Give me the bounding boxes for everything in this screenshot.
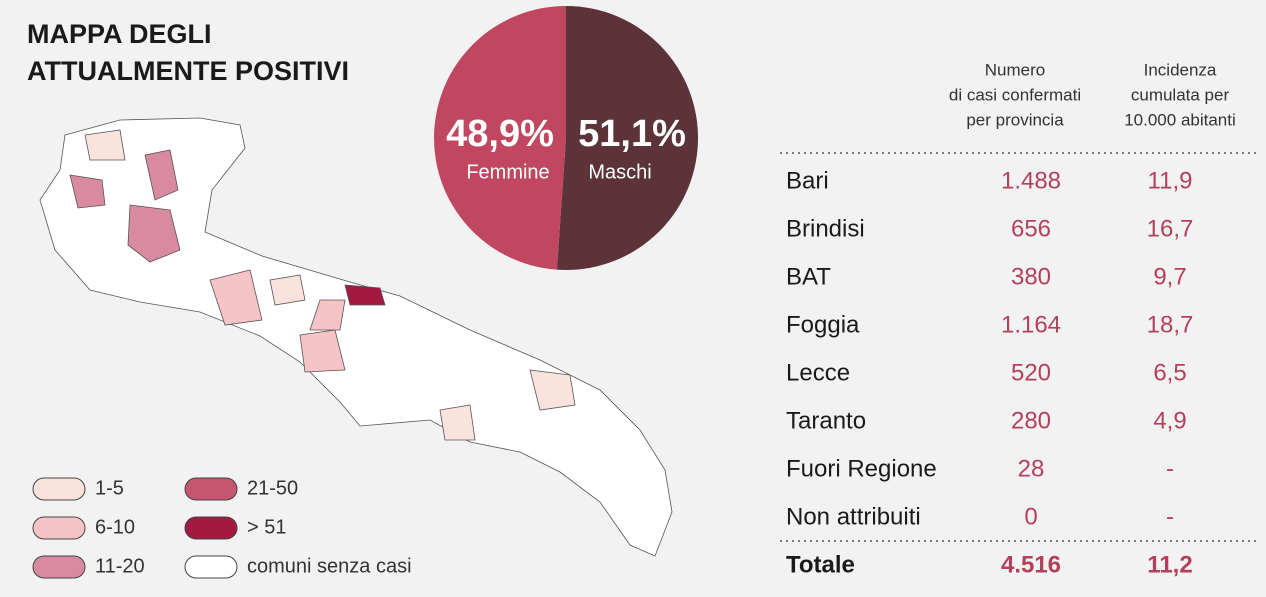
row-label: Taranto <box>786 407 866 434</box>
cell-cases: 0 <box>1024 503 1037 530</box>
column-header: di casi confermati <box>949 85 1081 104</box>
area <box>69 174 106 209</box>
legend-swatch <box>32 555 86 579</box>
cell-incidence: - <box>1166 455 1174 482</box>
legend-swatch <box>184 555 238 579</box>
area <box>439 404 476 441</box>
row-label: Totale <box>786 551 855 578</box>
area <box>269 274 306 306</box>
cell-incidence: 11,2 <box>1147 551 1192 578</box>
legend-label: > 51 <box>247 516 286 538</box>
cell-cases: 380 <box>1011 263 1051 290</box>
pie-slice <box>434 6 566 270</box>
legend-label: comuni senza casi <box>247 555 412 577</box>
column-header: Incidenza <box>1144 60 1217 79</box>
column-header: Numero <box>985 60 1045 79</box>
pie-value-label: 51,1% <box>578 113 686 155</box>
area <box>299 329 346 373</box>
area <box>209 269 263 326</box>
cell-incidence: 9,7 <box>1153 263 1186 290</box>
row-label: Bari <box>786 167 829 194</box>
row-label: Fuori Regione <box>786 455 937 482</box>
cell-cases: 520 <box>1011 359 1051 386</box>
row-label: Brindisi <box>786 215 865 242</box>
legend-label: 11-20 <box>95 555 145 577</box>
title-line: ATTUALMENTE POSITIVI <box>27 56 349 86</box>
cell-incidence: 16,7 <box>1147 215 1194 242</box>
column-header: cumulata per <box>1131 85 1230 104</box>
cell-cases: 656 <box>1011 215 1051 242</box>
area <box>309 299 346 331</box>
cell-cases: 1.164 <box>1001 311 1061 338</box>
area <box>144 149 179 201</box>
area <box>84 129 126 161</box>
row-label: Lecce <box>786 359 850 386</box>
row-label: Foggia <box>786 311 860 338</box>
area <box>344 284 386 306</box>
column-header: per provincia <box>966 110 1064 129</box>
cell-incidence: 6,5 <box>1153 359 1186 386</box>
cell-cases: 4.516 <box>1001 551 1061 578</box>
map <box>39 117 673 557</box>
pie-value-label: 48,9% <box>446 113 554 155</box>
pie-category-label: Maschi <box>588 161 651 183</box>
area <box>127 204 181 263</box>
legend-label: 6-10 <box>95 516 135 538</box>
legend-swatch <box>32 516 86 540</box>
cell-incidence: 18,7 <box>1147 311 1194 338</box>
column-header: 10.000 abitanti <box>1124 110 1236 129</box>
pie-slice <box>556 6 699 270</box>
row-label: BAT <box>786 263 831 290</box>
area <box>529 369 576 411</box>
cell-incidence: - <box>1166 503 1174 530</box>
pie-category-label: Femmine <box>466 161 549 183</box>
legend-label: 21-50 <box>247 477 298 499</box>
cell-incidence: 11,9 <box>1148 167 1193 194</box>
legend-swatch <box>32 477 86 501</box>
legend-swatch <box>184 516 238 540</box>
cell-cases: 280 <box>1011 407 1051 434</box>
cell-cases: 28 <box>1018 455 1045 482</box>
region-outline <box>39 117 673 557</box>
cell-incidence: 4,9 <box>1153 407 1186 434</box>
legend-swatch <box>184 477 238 501</box>
title-line: MAPPA DEGLI <box>27 19 212 49</box>
cell-cases: 1.488 <box>1001 167 1061 194</box>
row-label: Non attribuiti <box>786 503 921 530</box>
legend-label: 1-5 <box>95 477 124 499</box>
